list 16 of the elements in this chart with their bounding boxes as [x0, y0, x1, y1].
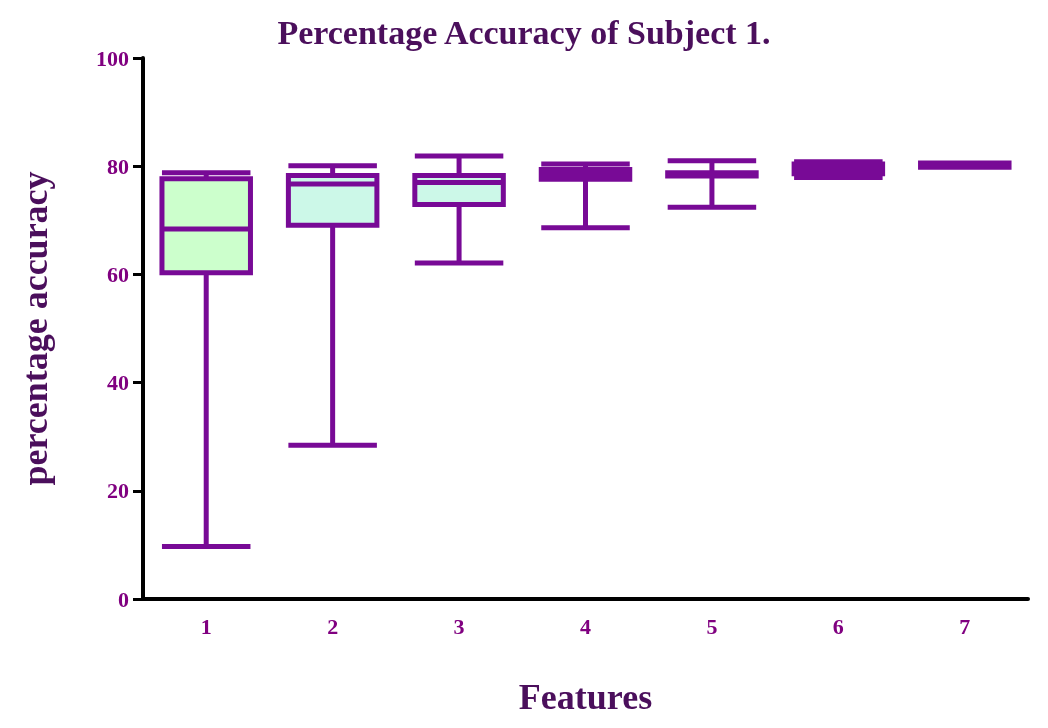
y-tick-label: 40: [107, 370, 129, 396]
x-tick-label: 5: [706, 613, 718, 639]
y-tick-label: 20: [107, 478, 129, 504]
x-tick-label: 4: [580, 613, 591, 639]
x-tick-label: 2: [327, 613, 339, 639]
x-tick-label: 3: [453, 613, 465, 639]
y-tick-label: 100: [96, 45, 129, 71]
y-tick-label: 60: [107, 261, 129, 287]
x-tick-label: 7: [959, 613, 971, 639]
x-tick-label: 1: [200, 613, 212, 639]
y-axis-title: percentage accuracy: [15, 171, 55, 486]
x-tick-label: 6: [832, 613, 844, 639]
x-axis-title: Features: [518, 677, 653, 717]
y-tick-label: 0: [118, 586, 129, 612]
y-tick-label: 80: [107, 153, 129, 179]
chart-title: Percentage Accuracy of Subject 1.: [277, 13, 771, 51]
